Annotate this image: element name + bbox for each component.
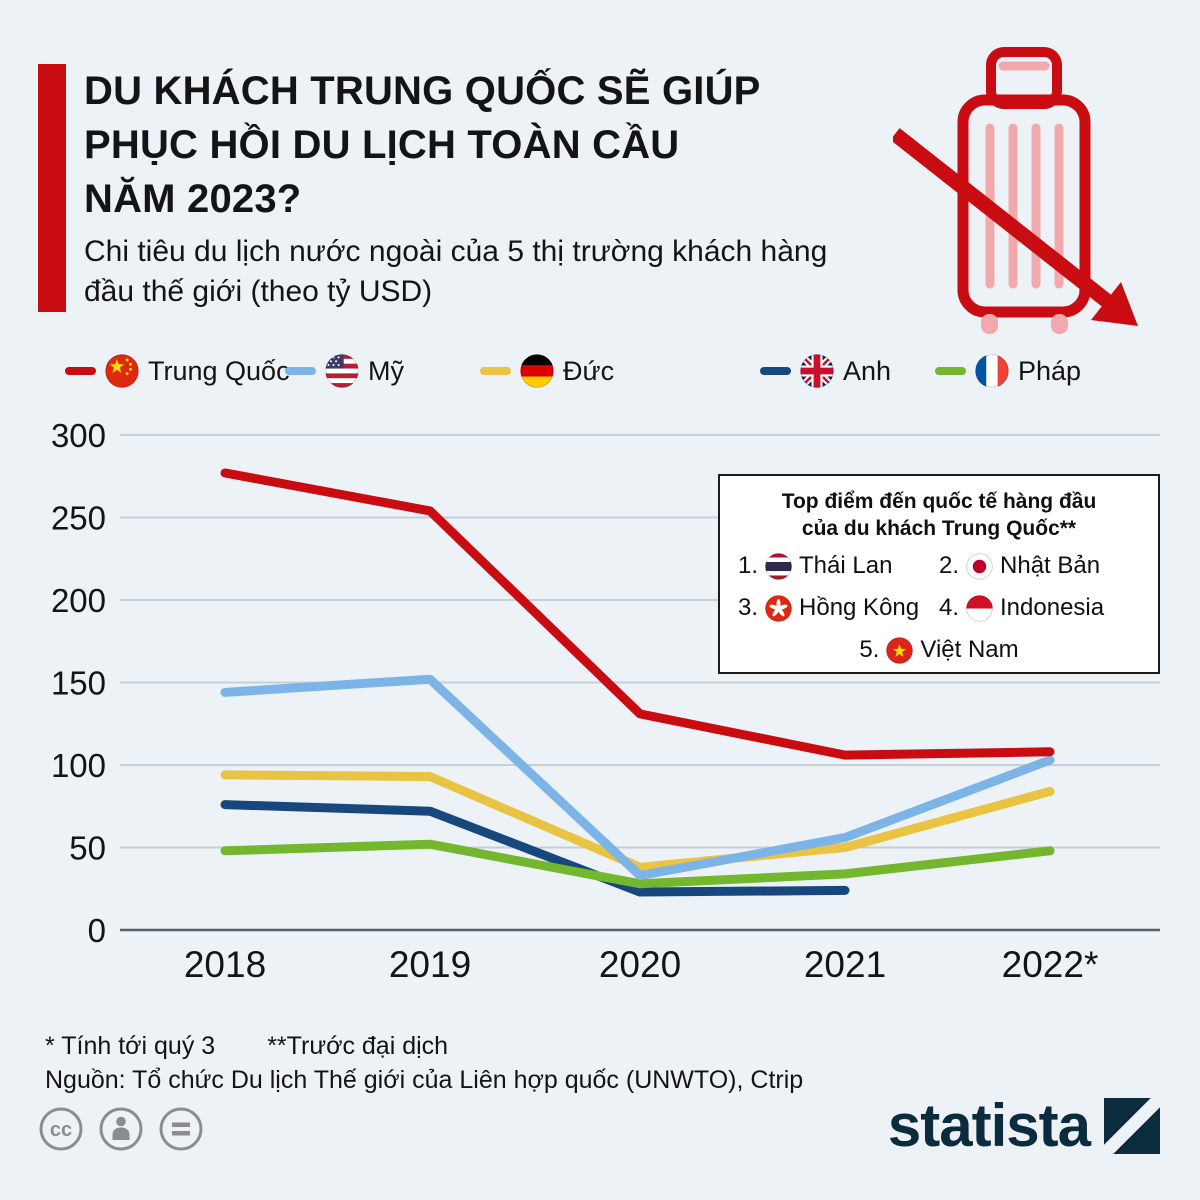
legend-label-duc: Đức (563, 355, 615, 386)
suitcase-declining-arrow-icon (893, 47, 1138, 334)
destination-name: Việt Nam (920, 636, 1019, 663)
top-destinations-box: Top điểm đến quốc tế hàng đầu của du khá… (718, 474, 1160, 674)
destination-name: Nhật Bản (1000, 552, 1101, 579)
usa-flag-icon (325, 354, 359, 388)
creative-commons-icon: cc (39, 1107, 83, 1151)
title-line-1: DU KHÁCH TRUNG QUỐC SẼ GIÚP (84, 69, 761, 113)
legend-dash-anh (760, 367, 791, 375)
destination-rank: 5. (859, 636, 880, 663)
line-phap (220, 839, 1055, 889)
footnote-source: Nguồn: Tổ chức Du lịch Thế giới của Liên… (45, 1066, 804, 1094)
equals-icon (159, 1107, 203, 1151)
destination-item-thai-lan: 1. Thái Lan (738, 552, 939, 580)
destination-rank: 4. (939, 594, 960, 621)
destination-name: Indonesia (1000, 594, 1105, 621)
destination-item-viet-nam: 5. Việt Nam (738, 636, 1140, 664)
subtitle-line-2: đầu thế giới (theo tỷ USD) (84, 275, 433, 308)
line-chart: 0 50 100 150 200 250 300 2018 2019 2020 2021 2022* (51, 417, 1160, 985)
legend-item-my: Mỹ (285, 348, 404, 394)
license-icons: cc (38, 1106, 204, 1152)
legend-item-duc: Đức (480, 348, 614, 394)
page-title: DU KHÁCH TRUNG QUỐC SẼ GIÚP PHỤC HỒI DU … (84, 64, 761, 226)
svg-text:cc: cc (50, 1119, 72, 1141)
legend-label-phap: Pháp (1018, 355, 1082, 386)
destination-item-hong-kong: 3. Hồng Kông (738, 594, 939, 622)
destination-rank: 2. (939, 552, 960, 579)
japan-flag-icon (966, 552, 993, 580)
page-subtitle: Chi tiêu du lịch nước ngoài của 5 thị tr… (84, 232, 827, 312)
destination-item-nhat-ban: 2. Nhật Bản (939, 552, 1140, 580)
y-tick-label: 0 (88, 912, 106, 949)
china-flag-icon (105, 354, 139, 388)
x-tick-label: 2018 (184, 944, 266, 985)
indonesia-flag-icon (966, 594, 993, 622)
destination-rank: 1. (738, 552, 759, 579)
top-destinations-title-line-2: của du khách Trung Quốc** (801, 517, 1077, 540)
title-line-2: PHỤC HỒI DU LỊCH TOÀN CẦU (84, 123, 680, 167)
legend-label-trung-quoc: Trung Quốc (148, 355, 290, 386)
vietnam-flag-icon (886, 636, 914, 664)
y-tick-label: 250 (51, 500, 106, 537)
line-my (220, 674, 1055, 881)
y-tick-label: 300 (51, 417, 106, 454)
statista-logo-text: statista (887, 1092, 1091, 1159)
destination-name: Thái Lan (799, 552, 893, 579)
y-tick-label: 150 (51, 665, 106, 702)
destination-rank: 3. (738, 594, 759, 621)
y-tick-label: 200 (51, 582, 106, 619)
footnote-quarter: * Tính tới quý 3 (45, 1032, 216, 1060)
hong-kong-flag-icon (765, 594, 792, 622)
legend-item-phap: Pháp (935, 348, 1081, 394)
y-tick-label: 100 (51, 747, 106, 784)
legend-item-anh: Anh (760, 348, 891, 394)
uk-flag-icon (800, 354, 834, 388)
destination-name: Hồng Kông (799, 594, 920, 621)
thailand-flag-icon (765, 552, 792, 580)
footnote-prepandemic: **Trước đại dịch (267, 1032, 449, 1060)
destination-item-indonesia: 4. Indonesia (939, 594, 1140, 622)
x-tick-label: 2020 (599, 944, 681, 985)
legend-dash-phap (935, 367, 966, 375)
x-tick-label: 2021 (804, 944, 886, 985)
footnote-notes: * Tính tới quý 3 **Trước đại dịch (45, 1032, 448, 1061)
legend-dash-duc (480, 367, 511, 375)
statista-logo-icon (1104, 1098, 1160, 1154)
statista-logo: statista (888, 1096, 1160, 1156)
legend-dash-trung-quoc (65, 367, 96, 375)
top-destinations-title: Top điểm đến quốc tế hàng đầu của du khá… (738, 488, 1140, 542)
line-duc (220, 770, 1055, 872)
chart-legend: Trung Quốc (0, 348, 1200, 394)
x-tick-label: 2019 (389, 944, 471, 985)
germany-flag-icon (520, 354, 554, 388)
top-destinations-title-line-1: Top điểm đến quốc tế hàng đầu (781, 490, 1097, 513)
line-anh (220, 800, 850, 897)
line-trung-quoc (220, 468, 1055, 760)
title-line-3: NĂM 2023? (84, 177, 302, 221)
legend-item-trung-quoc: Trung Quốc (65, 348, 290, 394)
subtitle-line-1: Chi tiêu du lịch nước ngoài của 5 thị tr… (84, 235, 828, 268)
x-tick-label: 2022* (1002, 944, 1099, 985)
legend-dash-my (285, 367, 316, 375)
france-flag-icon (975, 354, 1009, 388)
title-accent-bar (38, 64, 66, 312)
attribution-icon (99, 1107, 143, 1151)
y-tick-label: 50 (69, 830, 106, 867)
top-destinations-list: 1. Thái Lan 2. (738, 552, 1140, 664)
legend-label-anh: Anh (843, 355, 892, 386)
legend-label-my: Mỹ (368, 355, 404, 386)
